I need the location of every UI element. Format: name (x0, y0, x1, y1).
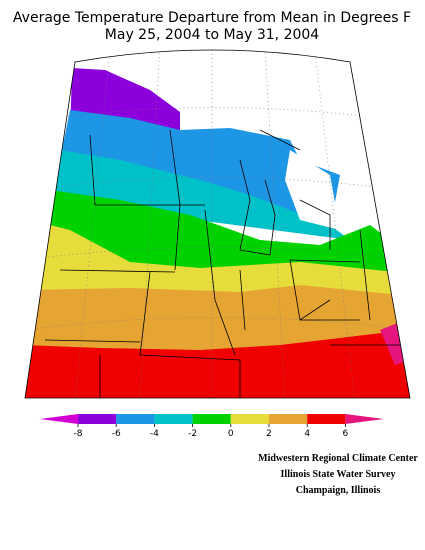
legend-swatch (154, 414, 193, 424)
legend-tick-label: -2 (188, 429, 197, 439)
legend-tick-label: -6 (112, 429, 121, 439)
band-green (40, 190, 390, 275)
legend-arrow (39, 414, 78, 424)
map-frame (24, 49, 411, 399)
legend-swatch (78, 414, 117, 424)
lake-area (285, 150, 340, 230)
legend-swatch (307, 414, 346, 424)
legend-swatch (116, 414, 155, 424)
legend-swatch (192, 414, 231, 424)
legend-tick-label: -4 (150, 429, 159, 439)
legend-tick-label: 0 (228, 429, 234, 439)
band-red (25, 330, 410, 398)
temperature-field (25, 50, 410, 398)
color-legend: -8 -6 -4 -2 0 2 4 6 (39, 414, 384, 439)
band-blue (60, 110, 340, 230)
legend-tick-label: 6 (343, 429, 349, 439)
legend-tick-label: -8 (74, 429, 83, 439)
title-line-1: Average Temperature Departure from Mean … (13, 10, 411, 26)
legend-tick-label: 2 (266, 429, 272, 439)
legend-swatch (269, 414, 308, 424)
credit-line: Illinois State Water Survey (281, 469, 396, 480)
title-line-2: May 25, 2004 to May 31, 2004 (105, 27, 320, 43)
legend-arrow (345, 414, 384, 424)
band-yellow (25, 220, 400, 300)
legend-swatch (230, 414, 269, 424)
state-borders (44, 129, 400, 398)
credit-line: Midwestern Regional Climate Center (258, 453, 418, 464)
legend-tick-label: 4 (304, 429, 310, 439)
graticule (25, 50, 410, 398)
credit-line: Champaign, Illinois (296, 485, 381, 496)
